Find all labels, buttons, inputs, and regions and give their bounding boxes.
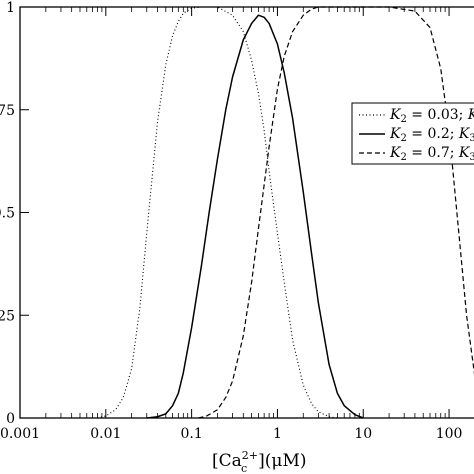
x-tick-label: 10 — [354, 426, 372, 442]
x-tick-label: 0.1 — [180, 426, 202, 442]
y-tick-label: 0 — [6, 411, 15, 427]
legend-entry-3: K2 = 0.7; K3 = — [389, 145, 474, 163]
legend: K2 = 0.03; K3 = K2 = 0.2; K3 = K2 = 0.7;… — [351, 102, 474, 165]
y-tick-label: 0.75 — [0, 103, 15, 119]
x-tick-label: 0.01 — [90, 426, 121, 442]
y-tick-label: 0.5 — [0, 206, 15, 222]
x-tick-label: 100 — [436, 426, 463, 442]
legend-entry-2: K2 = 0.2; K3 = — [389, 126, 474, 144]
axis-ticks — [19, 6, 450, 419]
x-tick-label: 0.001 — [0, 426, 40, 442]
curves — [97, 6, 474, 419]
y-tick-label: 1 — [6, 0, 15, 16]
series-dotted-line — [97, 6, 338, 419]
x-tick-labels: 0.001 0.01 0.1 1 10 100 — [0, 426, 462, 442]
x-axis-title: [Ca2+ c](μM) — [212, 449, 307, 474]
y-tick-labels: 0 0.25 0.5 0.75 1 — [0, 0, 15, 427]
series-dashed-line — [198, 6, 474, 419]
x-tick-label: 1 — [273, 426, 282, 442]
legend-entry-1: K2 = 0.03; K3 = — [389, 107, 474, 125]
plot-frame — [19, 6, 474, 419]
y-tick-label: 0.25 — [0, 308, 15, 324]
series-solid-line — [146, 14, 364, 419]
